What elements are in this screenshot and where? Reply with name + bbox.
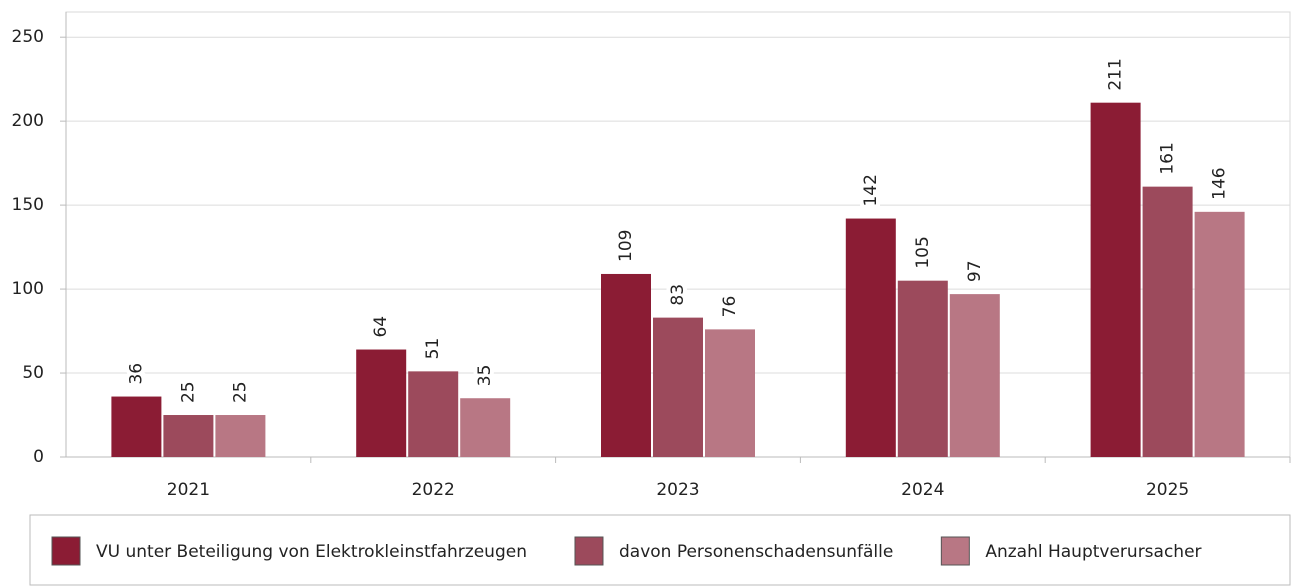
bar <box>653 317 703 457</box>
bar <box>215 415 266 457</box>
legend-label: davon Personenschadensunfälle <box>619 542 893 562</box>
data-label: 83 <box>668 284 688 306</box>
bar <box>845 218 896 457</box>
legend-swatch <box>51 536 81 566</box>
legend-label: VU unter Beteiligung von Elektrokleinstf… <box>96 542 527 562</box>
bar <box>1090 102 1141 457</box>
data-label: 105 <box>913 236 933 268</box>
y-tick-label: 150 <box>12 195 44 215</box>
bar <box>111 396 162 457</box>
data-label: 146 <box>1210 167 1230 199</box>
x-tick-label: 2022 <box>412 480 455 500</box>
data-label: 161 <box>1158 142 1178 174</box>
data-label: 76 <box>720 296 740 318</box>
y-tick-label: 50 <box>22 363 44 383</box>
bar <box>408 371 459 457</box>
bar <box>163 415 214 457</box>
legend-swatch <box>574 536 604 566</box>
legend-label: Anzahl Hauptverursacher <box>985 542 1201 562</box>
data-label: 25 <box>230 381 250 403</box>
data-label: 211 <box>1106 58 1126 90</box>
y-tick-label: 250 <box>12 27 44 47</box>
y-tick-label: 100 <box>12 279 44 299</box>
legend-swatch <box>940 536 970 566</box>
y-tick-label: 0 <box>33 447 44 467</box>
data-label: 36 <box>126 363 146 385</box>
legend-box <box>29 514 1291 586</box>
bar <box>705 329 755 457</box>
bar <box>601 273 651 457</box>
data-label: 142 <box>861 174 881 206</box>
data-label: 25 <box>178 381 198 403</box>
data-label: 109 <box>616 230 636 262</box>
data-label: 51 <box>423 338 443 360</box>
x-tick-label: 2023 <box>656 480 699 500</box>
bar <box>356 349 407 457</box>
x-tick-label: 2024 <box>901 480 944 500</box>
bar <box>460 398 511 457</box>
bar <box>897 280 948 457</box>
bar <box>949 294 1000 457</box>
bar <box>1142 186 1193 457</box>
x-tick-label: 2025 <box>1146 480 1189 500</box>
x-tick-label: 2021 <box>167 480 210 500</box>
y-tick-label: 200 <box>12 111 44 131</box>
data-label: 97 <box>965 260 985 282</box>
bar <box>1194 211 1245 457</box>
data-label: 35 <box>475 365 495 387</box>
data-label: 64 <box>371 316 391 338</box>
